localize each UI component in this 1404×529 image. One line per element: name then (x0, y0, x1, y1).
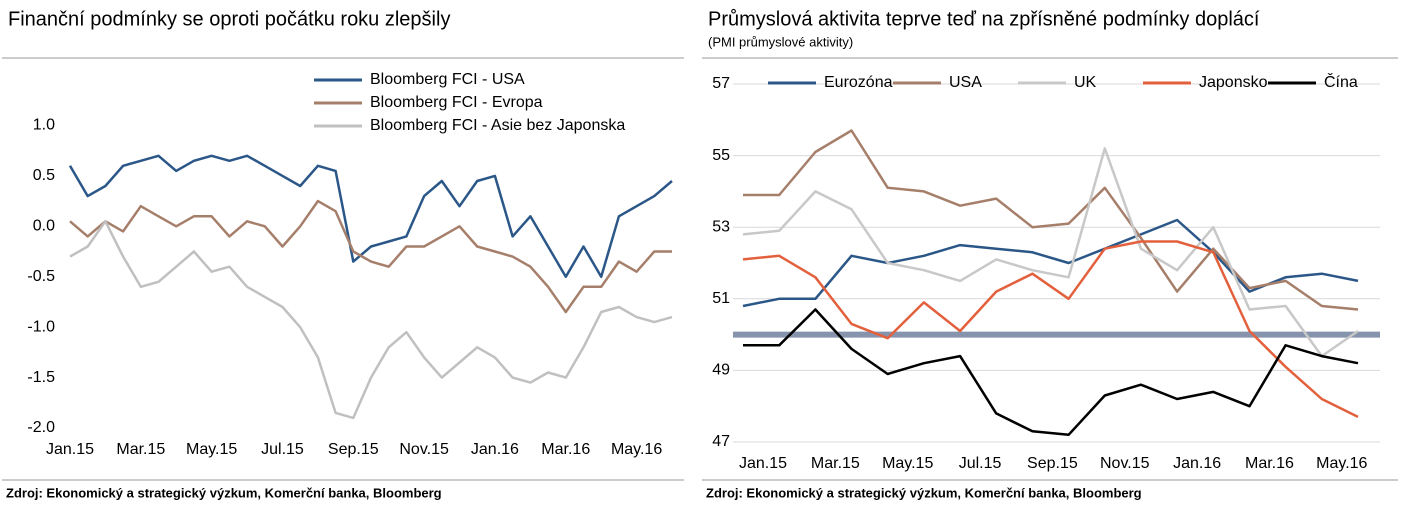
chart-subtitle: (PMI průmyslové aktivity) (708, 34, 853, 49)
x-tick-label: May.16 (1316, 455, 1367, 472)
x-tick-label: Jan.16 (1173, 455, 1221, 472)
y-tick-label: 55 (712, 147, 730, 164)
series-line (743, 308, 1359, 437)
legend-label: Bloomberg FCI - Evropa (370, 94, 543, 111)
x-tick-label: Nov.15 (1100, 455, 1150, 472)
legend-label: Eurozóna (824, 74, 893, 91)
legend-label: USA (949, 74, 982, 91)
x-tick-label: Mar.16 (541, 441, 590, 458)
x-tick-label: Jan.16 (471, 441, 519, 458)
legend-label: Japonsko (1199, 74, 1268, 91)
x-tick-label: May.16 (611, 441, 662, 458)
y-tick-label: 0.5 (33, 167, 55, 184)
series-line (69, 199, 672, 314)
footnote: Zdroj: Ekonomický a strategický výzkum, … (6, 485, 442, 500)
x-tick-label: Mar.15 (116, 441, 165, 458)
series-line (69, 220, 673, 420)
x-tick-label: May.15 (882, 455, 933, 472)
series-line (742, 240, 1359, 419)
series-line (742, 218, 1359, 308)
y-tick-label: -0.5 (27, 268, 55, 285)
legend-label: UK (1074, 74, 1097, 91)
y-tick-label: -1.5 (27, 369, 55, 386)
footnote: Zdroj: Ekonomický a strategický výzkum, … (706, 485, 1142, 500)
x-tick-label: Jul.15 (959, 455, 1002, 472)
y-tick-label: 1.0 (33, 117, 55, 134)
chart-title: Finanční podmínky se oproti počátku roku… (8, 8, 450, 30)
x-tick-label: Sep.15 (328, 441, 379, 458)
x-tick-label: Jan.15 (46, 441, 94, 458)
series-line (742, 147, 1359, 358)
y-tick-label: -1.0 (27, 318, 55, 335)
x-tick-label: Jul.15 (261, 441, 304, 458)
legend-label: Bloomberg FCI - USA (370, 71, 525, 88)
y-tick-label: 51 (712, 290, 730, 307)
y-tick-label: 57 (712, 75, 730, 92)
y-tick-label: 49 (712, 362, 730, 379)
series-line (68, 154, 673, 279)
y-tick-label: 47 (712, 433, 730, 450)
chart-title: Průmyslová aktivita teprve teď na zpřísn… (708, 8, 1260, 30)
legend-label: Bloomberg FCI - Asie bez Japonska (370, 117, 625, 134)
x-tick-label: Nov.15 (399, 441, 449, 458)
y-tick-label: -2.0 (27, 419, 55, 436)
legend-label: Čína (1324, 72, 1358, 91)
x-tick-label: Jan.15 (739, 455, 787, 472)
x-tick-label: Sep.15 (1027, 455, 1078, 472)
x-tick-label: May.15 (186, 441, 237, 458)
x-tick-label: Mar.15 (811, 455, 860, 472)
y-tick-label: 53 (712, 218, 730, 235)
series-line (743, 129, 1359, 311)
x-tick-label: Mar.16 (1245, 455, 1294, 472)
y-tick-label: 0.0 (33, 218, 55, 235)
